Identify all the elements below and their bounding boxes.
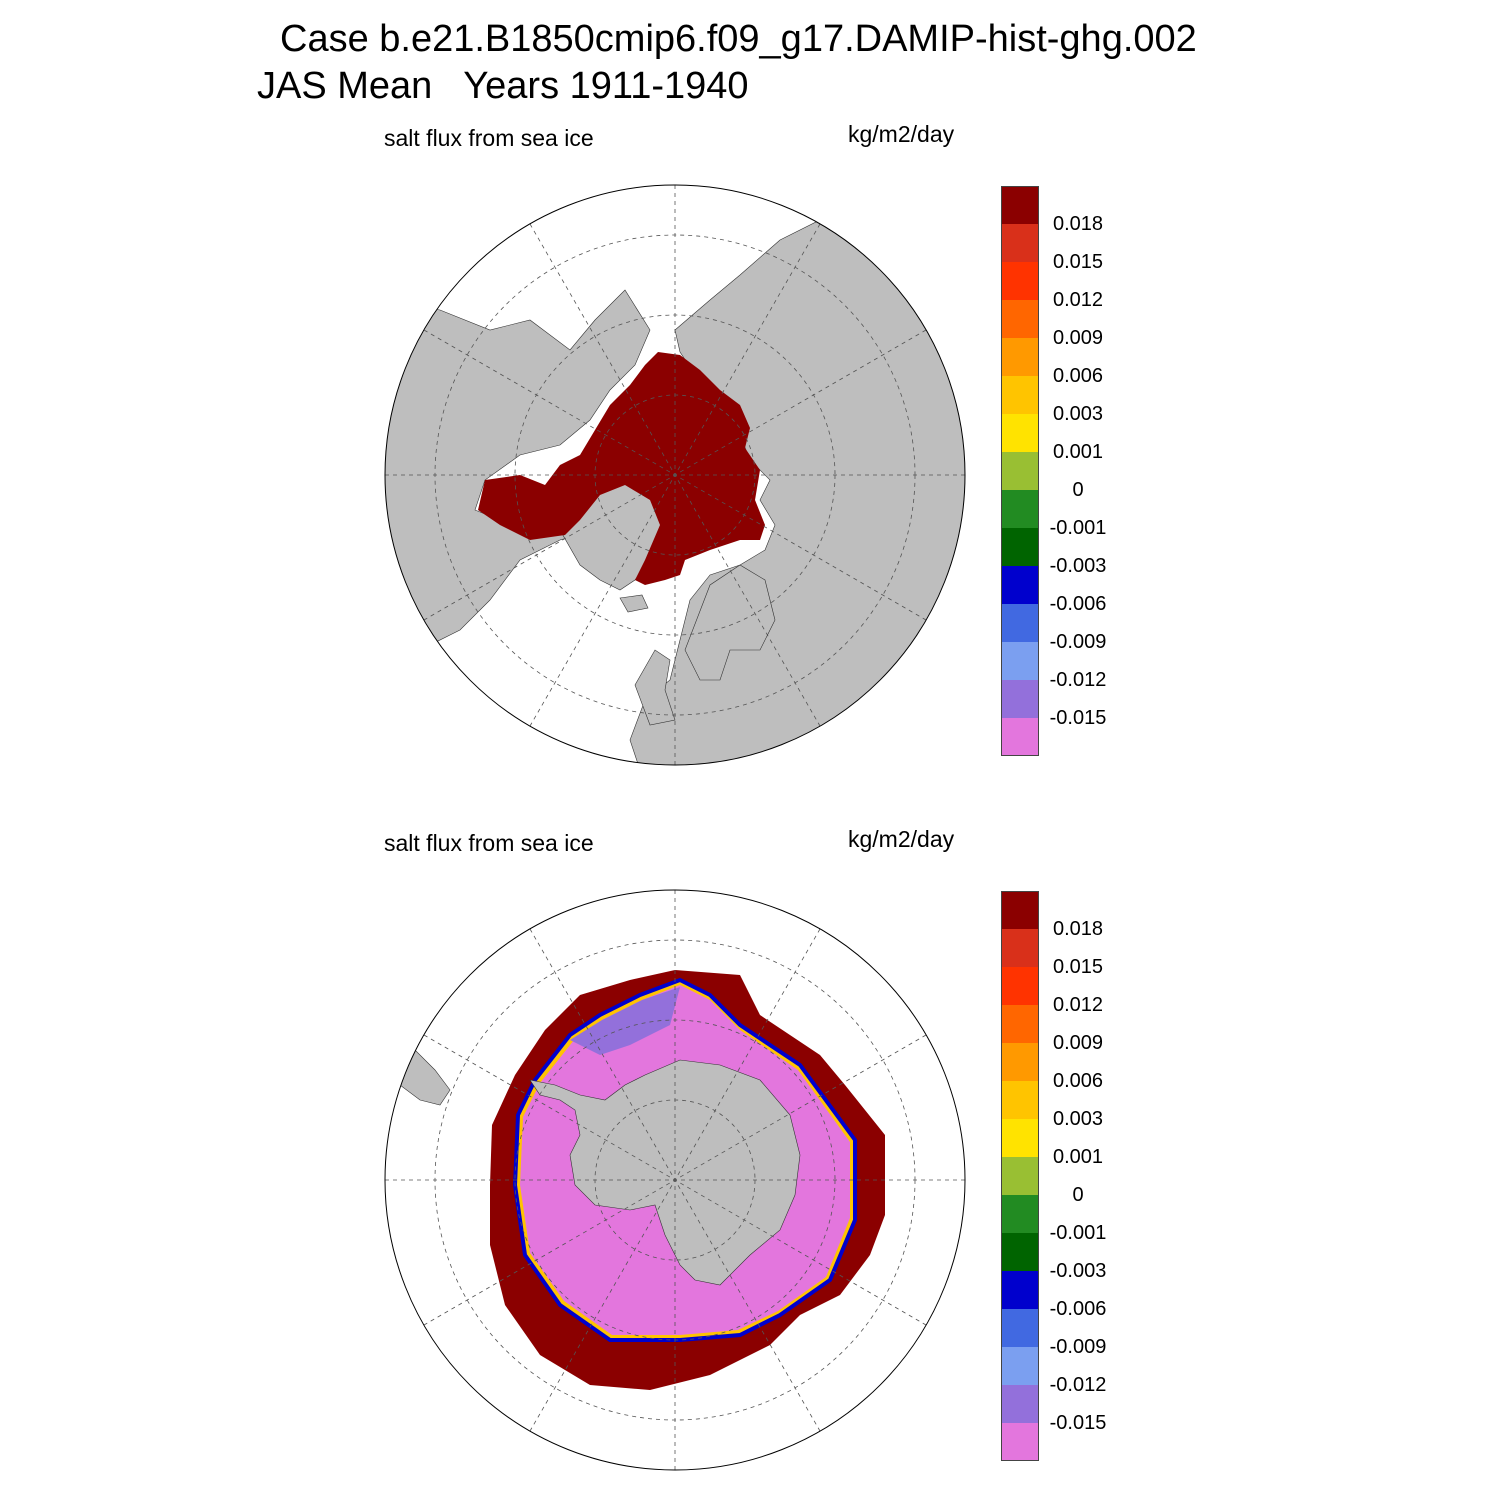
colorbar-swatch	[1002, 224, 1038, 262]
colorbar-swatch	[1002, 929, 1038, 967]
colorbar-level-label: 0.001	[1052, 1146, 1104, 1168]
colorbar-swatch	[1002, 1005, 1038, 1043]
south-flux-weddell-purple	[570, 987, 680, 1055]
colorbar-level-label: 0.012	[1052, 289, 1104, 311]
colorbar-level-label: -0.006	[1049, 1298, 1107, 1320]
colorbar-level-label: 0.018	[1052, 213, 1104, 235]
colorbar-swatch	[1002, 1271, 1038, 1309]
colorbar-level-label: 0.009	[1052, 327, 1104, 349]
colorbar-swatch	[1002, 1043, 1038, 1081]
colorbar-level-label: -0.006	[1049, 593, 1107, 615]
colorbar-swatch	[1002, 300, 1038, 338]
colorbar-swatch	[1002, 490, 1038, 528]
colorbar-south	[1001, 891, 1039, 1461]
colorbar-swatch	[1002, 452, 1038, 490]
panel-north-title: salt flux from sea ice	[384, 125, 594, 151]
colorbar-level-label: -0.012	[1049, 1374, 1107, 1396]
colorbar-swatch	[1002, 604, 1038, 642]
colorbar-level-label: -0.015	[1049, 1412, 1107, 1434]
panel-south-units: kg/m2/day	[848, 826, 955, 852]
colorbar-level-label: 0.012	[1052, 994, 1104, 1016]
colorbar-level-label: 0.009	[1052, 1032, 1104, 1054]
colorbar-swatch	[1002, 1233, 1038, 1271]
colorbar-level-label: 0	[1072, 479, 1084, 501]
figure-title-line2: JAS Mean Years 1911-1940	[257, 65, 749, 107]
colorbar-swatch	[1002, 528, 1038, 566]
colorbar-level-label: 0.003	[1052, 403, 1104, 425]
colorbar-swatch	[1002, 1347, 1038, 1385]
colorbar-level-label: -0.012	[1049, 669, 1107, 691]
colorbar-swatch	[1002, 1081, 1038, 1119]
colorbar-swatch	[1002, 376, 1038, 414]
south-polar-map	[384, 889, 966, 1471]
colorbar-level-label: -0.001	[1049, 517, 1107, 539]
colorbar-swatch	[1002, 642, 1038, 680]
north-graticule	[385, 185, 965, 765]
colorbar-level-label: 0.006	[1052, 1070, 1104, 1092]
panel-north-units: kg/m2/day	[848, 121, 955, 147]
north-land-iceland	[619, 594, 649, 613]
colorbar-level-label: -0.003	[1049, 555, 1107, 577]
colorbar-level-label: -0.015	[1049, 707, 1107, 729]
colorbar-level-label: -0.009	[1049, 1336, 1107, 1358]
colorbar-swatch	[1002, 1423, 1038, 1460]
colorbar-swatch	[1002, 967, 1038, 1005]
colorbar-swatch	[1002, 338, 1038, 376]
colorbar-level-label: -0.003	[1049, 1260, 1107, 1282]
colorbar-level-label: 0.001	[1052, 441, 1104, 463]
colorbar-swatch	[1002, 718, 1038, 755]
north-sea-ice-flux	[478, 352, 765, 585]
colorbar-swatch	[1002, 566, 1038, 604]
colorbar-swatch	[1002, 892, 1038, 929]
colorbar-swatch	[1002, 1385, 1038, 1423]
south-graticule	[385, 890, 965, 1470]
colorbar-swatch	[1002, 1195, 1038, 1233]
north-polar-map	[384, 184, 966, 766]
colorbar-swatch	[1002, 414, 1038, 452]
figure-title-line1: Case b.e21.B1850cmip6.f09_g17.DAMIP-hist…	[280, 18, 1197, 60]
south-land-antarctica	[529, 1059, 801, 1286]
north-land-britain	[634, 649, 676, 726]
colorbar-swatch	[1002, 1119, 1038, 1157]
south-map-border	[384, 889, 966, 1471]
colorbar-swatch	[1002, 1309, 1038, 1347]
colorbar-level-label: 0.015	[1052, 956, 1104, 978]
colorbar-level-label: 0.018	[1052, 918, 1104, 940]
colorbar-north	[1001, 186, 1039, 756]
north-map-border	[384, 184, 966, 766]
colorbar-level-label: 0.003	[1052, 1108, 1104, 1130]
colorbar-swatch	[1002, 1157, 1038, 1195]
colorbar-swatch	[1002, 262, 1038, 300]
colorbar-swatch	[1002, 680, 1038, 718]
north-land-north-america	[385, 289, 651, 651]
colorbar-level-label: 0	[1072, 1184, 1084, 1206]
colorbar-level-label: -0.009	[1049, 631, 1107, 653]
colorbar-level-label: 0.006	[1052, 365, 1104, 387]
panel-south-title: salt flux from sea ice	[384, 830, 594, 856]
colorbar-swatch	[1002, 187, 1038, 224]
colorbar-level-label: 0.015	[1052, 251, 1104, 273]
colorbar-level-label: -0.001	[1049, 1222, 1107, 1244]
